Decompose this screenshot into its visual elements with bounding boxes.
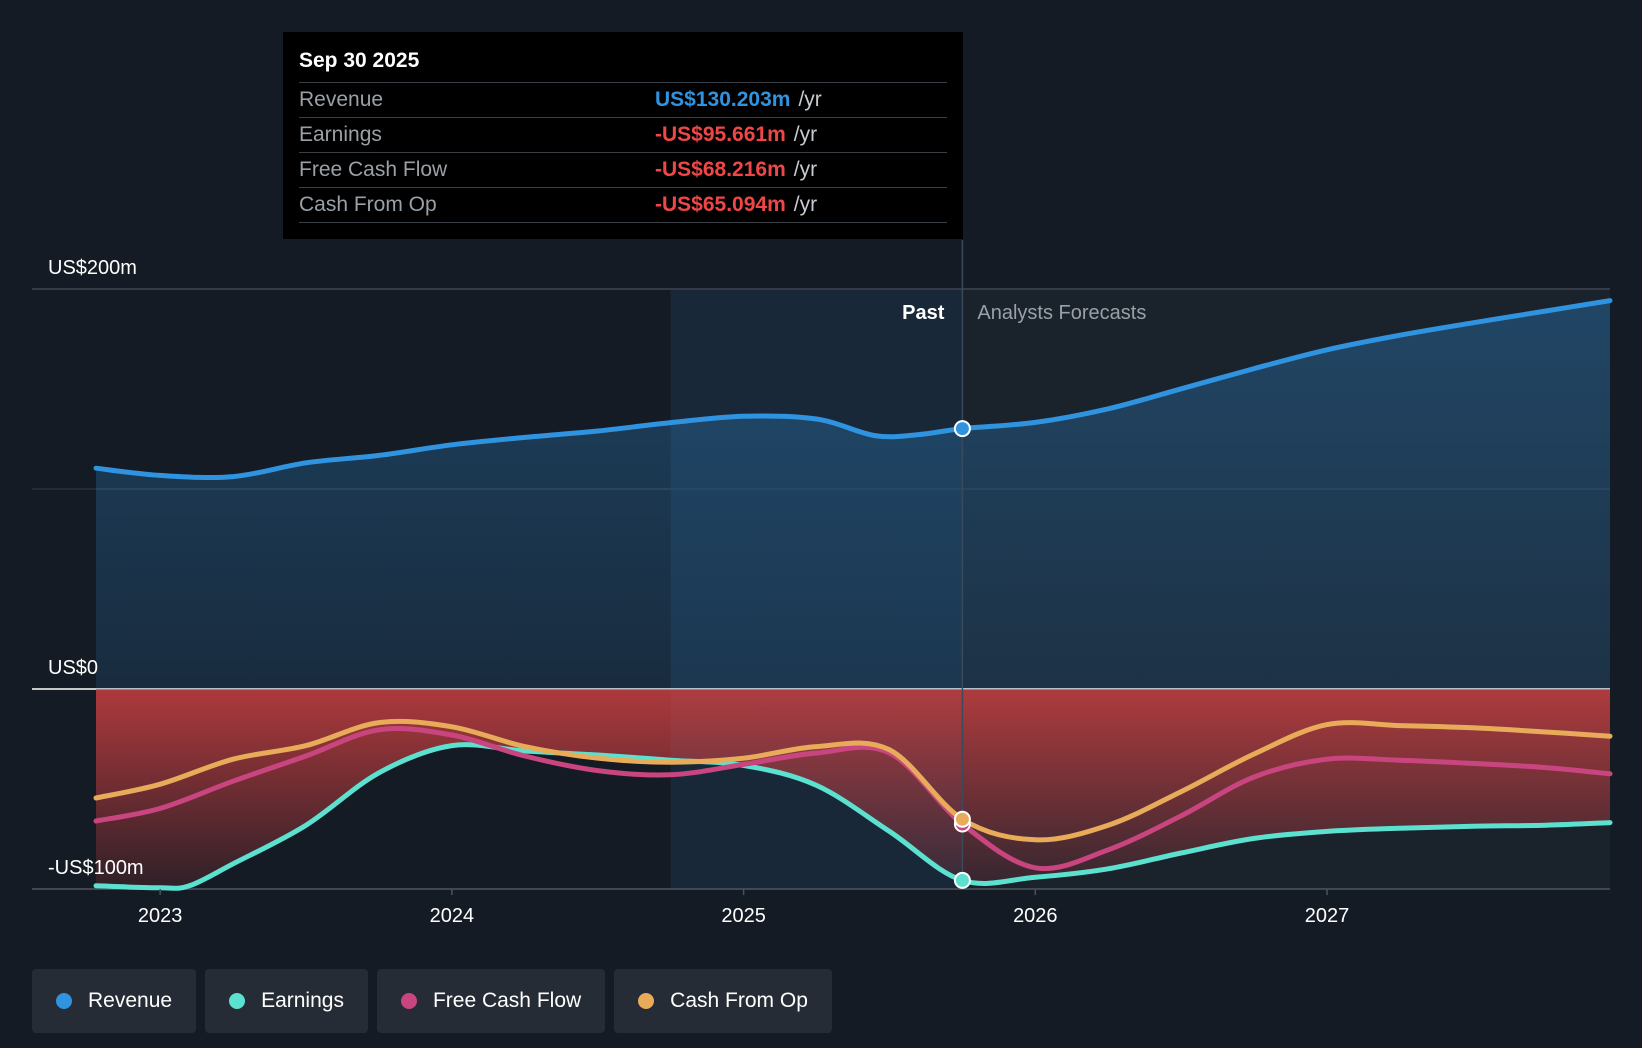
cash-from-op-dot-icon [638,993,655,1009]
tooltip-unit: /yr [798,88,822,111]
tooltip-unit: /yr [793,158,818,181]
past-label: Past [902,302,945,324]
cash-from-op-marker [953,810,971,828]
tooltip-value: US$130.203m [655,88,791,111]
tooltip-row-earnings: Earnings -US$95.661m /yr [299,117,947,152]
earnings-marker [953,871,971,889]
x-tick-label: 2027 [1305,905,1350,927]
legend-item-earnings[interactable]: Earnings [205,969,368,1033]
legend-item-free-cash-flow[interactable]: Free Cash Flow [376,969,606,1033]
revenue-line [93,298,1613,481]
tooltip-label: Cash From Op [299,193,437,216]
legend-label: Cash From Op [670,989,808,1012]
x-tick-label: 2026 [1013,905,1058,927]
tooltip-value: -US$68.216m [655,158,786,181]
legend-item-cash-from-op[interactable]: Cash From Op [614,969,832,1033]
legend: Revenue Earnings Free Cash Flow Cash Fro… [32,969,832,1033]
forecast-label: Analysts Forecasts [977,302,1146,324]
tooltip-date: Sep 30 2025 [299,49,420,72]
revenue-marker [953,420,971,438]
x-tick-label: 2023 [138,905,183,927]
tooltip-value: -US$95.661m [655,123,786,146]
revenue-area [96,300,1610,689]
tooltip-unit: /yr [793,123,818,146]
tooltip-unit: /yr [793,193,818,216]
tooltip-row-free-cash-flow: Free Cash Flow -US$68.216m /yr [299,152,947,187]
free-cash-flow-line [93,726,1613,872]
y-tick-label: US$0 [48,657,98,679]
revenue-dot-icon [56,993,72,1009]
tooltip: Sep 30 2025 Revenue US$130.203m /yr Earn… [283,32,963,239]
earnings-dot-icon [229,993,246,1009]
tooltip-label: Earnings [299,123,382,146]
x-tick-label: 2024 [430,905,475,927]
x-tick-label: 2025 [721,905,766,927]
y-tick-label: US$200m [48,257,137,279]
cash-from-op-line [93,718,1613,843]
tooltip-row-revenue: Revenue US$130.203m /yr [299,82,947,117]
tooltip-label: Free Cash Flow [299,158,448,181]
tooltip-value: -US$65.094m [655,193,786,216]
tooltip-label: Revenue [299,88,384,111]
tooltip-row-cash-from-op: Cash From Op -US$65.094m /yr [299,187,947,223]
legend-label: Earnings [261,989,344,1012]
y-tick-label: -US$100m [48,857,144,879]
earnings-line [93,742,1613,891]
legend-item-revenue[interactable]: Revenue [32,969,197,1033]
free-cash-flow-dot-icon [400,993,417,1009]
legend-label: Free Cash Flow [432,989,582,1012]
legend-label: Revenue [88,989,173,1012]
